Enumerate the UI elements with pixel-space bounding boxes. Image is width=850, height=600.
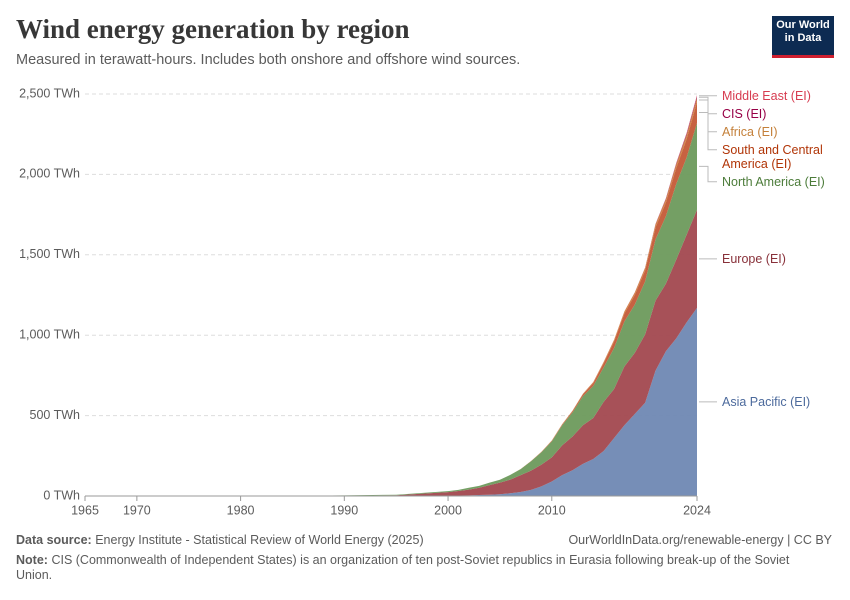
label-connector — [699, 111, 717, 151]
label-connector — [699, 165, 717, 183]
legend-label: South and Central America (EI) — [722, 142, 823, 171]
legend-label: CIS (EI) — [722, 106, 767, 121]
legend-label: Europe (EI) — [722, 251, 786, 266]
y-tick-label: 0 TWh — [43, 488, 80, 502]
x-tick-label: 1970 — [123, 503, 151, 517]
legend-label: North America (EI) — [722, 174, 825, 189]
chart-subtitle: Measured in terawatt-hours. Includes bot… — [16, 52, 521, 68]
y-tick-label: 1,500 TWh — [19, 247, 80, 261]
x-tick-label: 2010 — [538, 503, 566, 517]
chart-title: Wind energy generation by region — [16, 14, 410, 44]
legend-label: Middle East (EI) — [722, 88, 811, 103]
y-tick-label: 500 TWh — [30, 408, 81, 422]
x-tick-label: 2000 — [434, 503, 462, 517]
legend-label: Asia Pacific (EI) — [722, 394, 811, 409]
note-label: Note: — [16, 553, 48, 567]
x-tick-label: 1980 — [227, 503, 255, 517]
y-tick-label: 1,000 TWh — [19, 327, 80, 341]
area — [85, 307, 697, 496]
x-tick-label: 1965 — [71, 503, 99, 517]
y-tick-label: 2,000 TWh — [19, 167, 80, 181]
source-text: Energy Institute - Statistical Review of… — [95, 533, 424, 547]
x-tick-label: 1990 — [330, 503, 358, 517]
note-text: CIS (Commonwealth of Independent States)… — [16, 553, 790, 582]
url[interactable]: OurWorldInData.org/renewable-energy | CC… — [568, 533, 832, 547]
x-tick-label: 2024 — [683, 503, 711, 517]
source-label: Data source: — [16, 533, 92, 547]
note: Note: CIS (Commonwealth of Independent S… — [16, 553, 826, 583]
legend-label: Africa (EI) — [722, 124, 778, 139]
logo[interactable]: Our World in Data — [772, 16, 834, 58]
source: Data source: Energy Institute - Statisti… — [16, 533, 424, 547]
y-tick-label: 2,500 TWh — [19, 86, 80, 100]
